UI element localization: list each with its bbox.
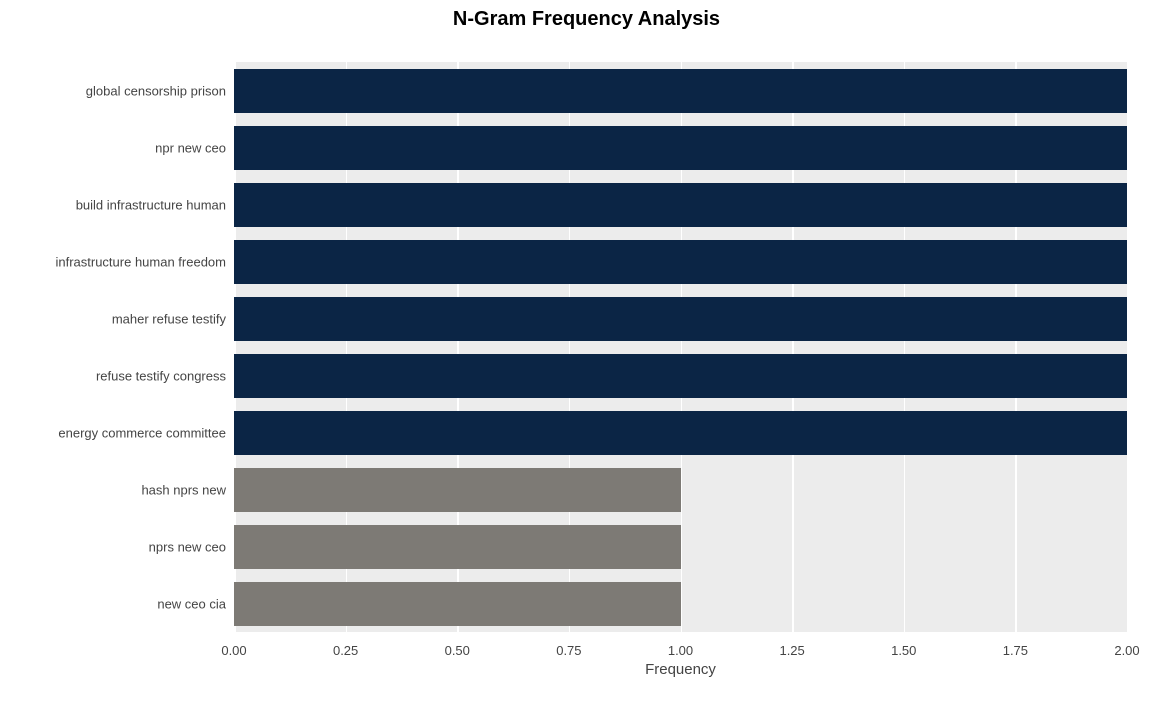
plot-area xyxy=(234,37,1127,637)
x-tick-label: 1.25 xyxy=(779,643,804,658)
x-tick-label: 1.75 xyxy=(1003,643,1028,658)
ngram-frequency-chart: N-Gram Frequency Analysis global censors… xyxy=(0,0,1173,701)
bar xyxy=(234,582,681,626)
y-tick-label: build infrastructure human xyxy=(76,197,226,212)
x-tick-label: 1.50 xyxy=(891,643,916,658)
bar xyxy=(234,69,1127,113)
y-tick-label: hash nprs new xyxy=(141,482,226,497)
bar xyxy=(234,183,1127,227)
plot-row: global censorship prison npr new ceo build… xyxy=(0,37,1173,637)
y-tick-label: refuse testify congress xyxy=(96,368,226,383)
y-tick-label: nprs new ceo xyxy=(149,539,226,554)
x-axis: 0.000.250.500.751.001.251.501.752.00 xyxy=(234,637,1127,657)
y-tick-label: energy commerce committee xyxy=(58,425,226,440)
x-tick-label: 2.00 xyxy=(1114,643,1139,658)
bar xyxy=(234,297,1127,341)
y-tick-label: new ceo cia xyxy=(157,596,226,611)
grid-line xyxy=(1127,62,1129,632)
chart-title: N-Gram Frequency Analysis xyxy=(0,8,1173,31)
x-tick-label: 0.50 xyxy=(445,643,470,658)
y-axis: global censorship prison npr new ceo build… xyxy=(0,37,234,637)
y-tick-label: npr new ceo xyxy=(155,140,226,155)
bar xyxy=(234,525,681,569)
bar xyxy=(234,240,1127,284)
x-tick-label: 0.25 xyxy=(333,643,358,658)
x-tick-label: 0.75 xyxy=(556,643,581,658)
y-tick-label: global censorship prison xyxy=(86,83,226,98)
bar xyxy=(234,468,681,512)
x-axis-title: Frequency xyxy=(234,661,1127,678)
bar xyxy=(234,411,1127,455)
x-tick-label: 0.00 xyxy=(221,643,246,658)
bar xyxy=(234,354,1127,398)
bar xyxy=(234,126,1127,170)
x-tick-label: 1.00 xyxy=(668,643,693,658)
y-tick-label: infrastructure human freedom xyxy=(55,254,226,269)
y-tick-label: maher refuse testify xyxy=(112,311,226,326)
